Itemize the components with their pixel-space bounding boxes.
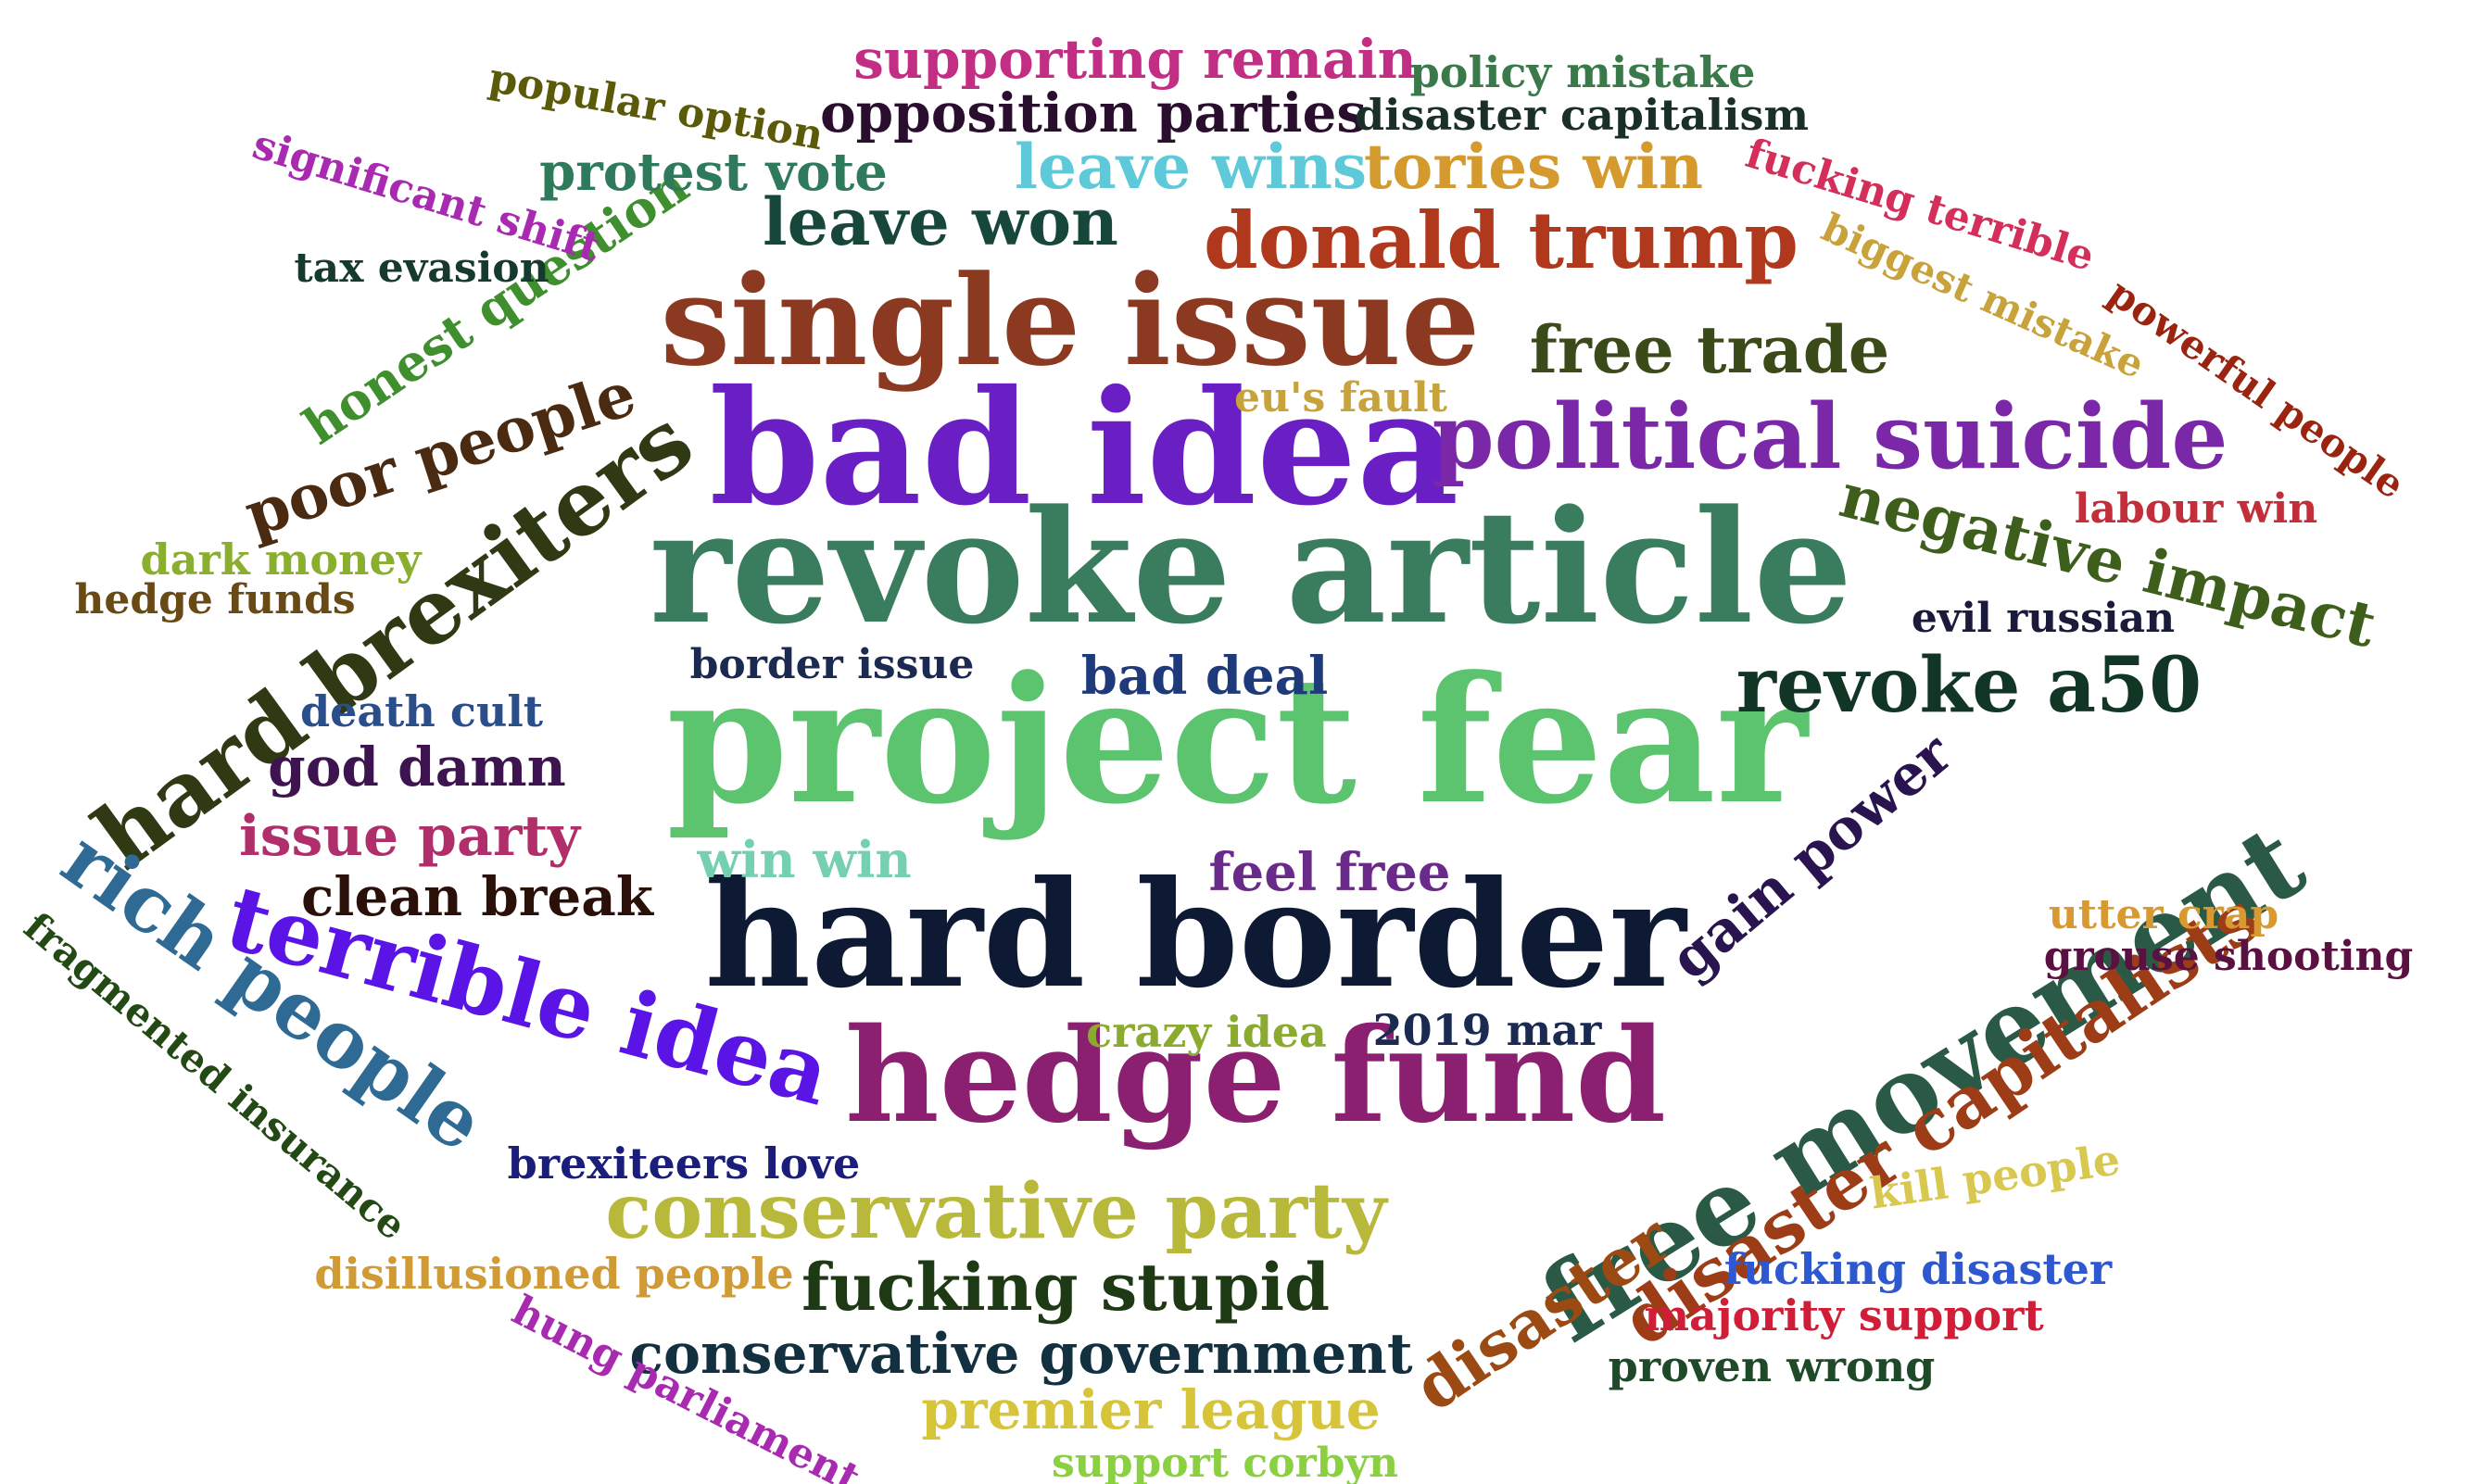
word-tax-evasion: tax evasion xyxy=(294,245,549,292)
word-disillusioned-people: disillusioned people xyxy=(314,1249,794,1299)
word-death-cult: death cult xyxy=(299,686,544,736)
word-project-fear: project fear xyxy=(666,638,1808,843)
word-majority-support: majority support xyxy=(1644,1290,2044,1340)
word-policy-mistake: policy mistake xyxy=(1409,47,1756,97)
word-evil-russian: evil russian xyxy=(1911,595,2176,642)
word-god-damn: god damn xyxy=(268,736,566,799)
word-conservative-party: conservative party xyxy=(605,1167,1387,1256)
word-brexiteers-love: brexiteers love xyxy=(507,1138,861,1188)
word-leave-won: leave won xyxy=(763,183,1118,260)
word-support-corbyn: support corbyn xyxy=(1051,1440,1399,1484)
word-fucking-stupid: fucking stupid xyxy=(801,1249,1331,1326)
word-disaster-capitalism: disaster capitalism xyxy=(1354,90,1810,140)
word-fucking-disaster: fucking disaster xyxy=(1723,1244,2113,1294)
word-labour-win: labour win xyxy=(2074,485,2318,533)
word-eus-fault: eu's fault xyxy=(1233,374,1448,421)
word-border-issue: border issue xyxy=(689,641,975,688)
word-dark-money: dark money xyxy=(140,534,422,585)
word-political-suicide: political suicide xyxy=(1432,384,2228,489)
word-win-win: win win xyxy=(697,830,912,889)
word-premier-league: premier league xyxy=(921,1378,1381,1441)
word-leave-wins: leave wins xyxy=(1014,131,1368,203)
word-feel-free: feel free xyxy=(1208,842,1451,903)
word-hedge-fund: hedge fund xyxy=(844,1000,1667,1152)
word-conservative-government: conservative government xyxy=(629,1322,1413,1387)
word-hedge-funds: hedge funds xyxy=(74,576,356,623)
word-revoke-a50: revoke a50 xyxy=(1736,641,2203,730)
word-2019-mar: 2019 mar xyxy=(1372,1005,1602,1055)
word-clean-break: clean break xyxy=(301,865,653,928)
word-free-trade: free trade xyxy=(1529,311,1890,388)
word-tories-win: tories win xyxy=(1363,131,1704,203)
word-supporting-remain: supporting remain xyxy=(853,28,1417,91)
word-opposition-parties: opposition parties xyxy=(819,82,1368,145)
word-bad-idea: bad idea xyxy=(709,356,1459,541)
word-single-issue: single issue xyxy=(660,247,1481,394)
word-protest-vote: protest vote xyxy=(539,142,888,203)
word-donald-trump: donald trump xyxy=(1204,195,1799,286)
word-hard-border: hard border xyxy=(704,849,1686,1021)
word-revoke-article: revoke article xyxy=(649,475,1853,659)
word-proven-wrong: proven wrong xyxy=(1608,1341,1936,1391)
word-bad-deal: bad deal xyxy=(1080,646,1329,707)
word-grouse-shooting: grouse shooting xyxy=(2043,933,2414,980)
word-issue-party: issue party xyxy=(238,804,581,869)
word-crazy-idea: crazy idea xyxy=(1086,1007,1327,1057)
word-utter-crap: utter crap xyxy=(2048,891,2279,938)
